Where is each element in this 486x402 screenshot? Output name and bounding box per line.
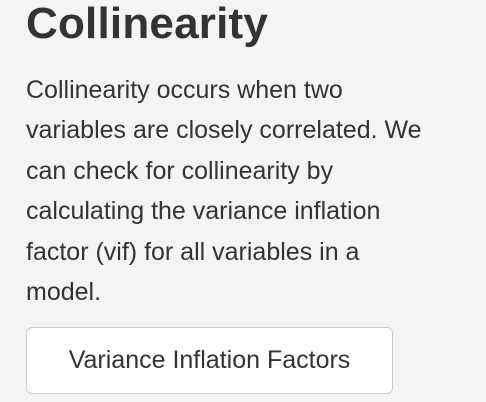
description-line: can check for collinearity by	[26, 156, 334, 185]
description-line: variables are closely correlated. We	[26, 116, 422, 145]
description-line: model.	[26, 278, 102, 307]
section-description: Collinearity occurs when two variables a…	[26, 70, 478, 312]
variance-inflation-factors-button[interactable]: Variance Inflation Factors	[26, 327, 393, 394]
description-line: Collinearity occurs when two	[26, 76, 343, 104]
section-title: Collinearity	[26, 0, 269, 48]
description-line: calculating the variance inflation	[26, 197, 381, 226]
description-line: factor (vif) for all variables in a	[26, 237, 360, 266]
